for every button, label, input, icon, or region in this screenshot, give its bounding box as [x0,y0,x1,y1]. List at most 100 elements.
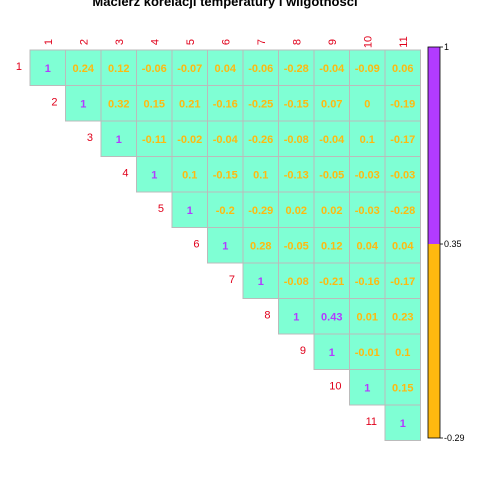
cell-value-label: 1 [151,169,157,181]
cell-value-label: 0.21 [179,98,200,110]
heatmap-cell [207,49,244,86]
cell-value-label: 0.32 [108,98,129,110]
heatmap-cell [349,120,386,157]
cell-value-label: 0.12 [108,63,129,75]
heatmap-cell [242,227,279,264]
heatmap-cell [65,85,102,122]
cell-value-label: -0.26 [248,134,273,146]
heatmap-cell [349,227,386,264]
cell-value-label: -0.13 [284,169,309,181]
cell-value-label: 0.1 [253,169,268,181]
cell-value-label: 1 [293,311,299,323]
heatmap-cell [349,85,386,122]
row-label: 2 [51,97,57,109]
column-label: 8 [291,39,303,45]
row-label: 7 [229,274,235,286]
column-label: 11 [398,36,410,47]
cell-value-label: 0.23 [392,311,413,323]
heatmap-cell [242,85,279,122]
heatmap-cell [384,120,421,157]
cell-value-label: 0.07 [321,98,342,110]
cell-value-label: -0.07 [177,63,202,75]
heatmap-cell [278,298,315,335]
cell-value-label: -0.04 [319,63,345,75]
cell-value-label: -0.06 [142,63,167,75]
cell-value-label: -0.29 [248,205,273,217]
cell-value-label: 0.02 [321,205,342,217]
cell-value-label: -0.03 [390,169,415,181]
heatmap-cell [384,369,421,406]
cell-value-label: -0.03 [355,169,380,181]
cell-value-label: 0.1 [182,169,197,181]
heatmap-cell [278,262,315,299]
cell-value-label: 1 [400,418,406,430]
row-label: 6 [193,239,199,251]
cell-value-label: -0.01 [355,347,380,359]
colorbar-tick-label: 0.35 [444,239,462,249]
row-label: 10 [329,381,341,393]
heatmap-cell [349,156,386,193]
cell-value-label: -0.05 [319,169,344,181]
heatmap-cell [207,227,244,264]
cell-value-label: 1 [80,98,86,110]
heatmap-cell [29,49,66,86]
column-label: 6 [220,39,232,45]
heatmap-cell [384,85,421,122]
cell-value-label: 1 [222,240,228,252]
cell-value-label: -0.02 [177,134,202,146]
heatmap-cell [384,191,421,228]
heatmap-cell [278,49,315,86]
heatmap-cell [313,156,350,193]
heatmap-cell [136,120,173,157]
cell-value-label: 1 [364,382,370,394]
cell-value-label: 0.43 [321,311,342,323]
cell-value-label: -0.05 [284,240,309,252]
row-label: 4 [122,168,128,180]
row-label: 3 [87,132,93,144]
cell-value-label: 0.04 [357,240,379,252]
heatmap-cell [384,49,421,86]
heatmap-cell [100,120,137,157]
heatmap-grid: 1 2 3 4 5 6 7 8 9 10 111 0.24 0.12 -0.06 -0.07 0.04 -0.0… [16,36,421,441]
cell-value-label: 0.1 [360,134,375,146]
colorbar: 1 0.35 -0.29 [427,42,465,443]
cell-value-label: -0.09 [355,63,380,75]
heatmap-cell [313,120,350,157]
heatmap-cell [349,49,386,86]
chart-title: Macierz korelacji temperatury i wilgotno… [92,0,357,9]
cell-value-label: -0.04 [213,134,239,146]
colorbar-frame [427,46,441,439]
column-label: 10 [362,36,374,48]
cell-value-label: 1 [258,276,264,288]
cell-value-label: -0.25 [248,98,273,110]
cell-value-label: -0.03 [355,205,380,217]
cell-value-label: -0.11 [142,134,166,146]
cell-value-label: -0.06 [248,63,273,75]
cell-value-label: 0.15 [392,382,413,394]
cell-value-label: -0.15 [284,98,309,110]
cell-value-label: 0.04 [392,240,414,252]
column-label: 4 [149,39,161,45]
heatmap-cell [65,49,102,86]
heatmap-cell [384,227,421,264]
cell-value-label: -0.17 [390,276,415,288]
cell-value-label: -0.28 [390,205,415,217]
column-label: 1 [43,39,55,45]
heatmap-cell [349,262,386,299]
heatmap-cell [136,156,173,193]
heatmap-cell [349,369,386,406]
cell-value-label: -0.04 [319,134,345,146]
heatmap-cell [278,120,315,157]
cell-value-label: 0.04 [215,63,237,75]
heatmap-cell [313,227,350,264]
cell-value-label: 0.28 [250,240,271,252]
column-label: 7 [256,39,268,45]
row-label: 1 [16,61,22,73]
row-label: 8 [264,310,270,322]
cell-value-label: 0.12 [321,240,342,252]
heatmap-cell [313,85,350,122]
column-label: 9 [327,39,339,45]
row-label: 9 [300,345,306,357]
cell-value-label: 0.01 [357,311,378,323]
cell-value-label: -0.28 [284,63,309,75]
